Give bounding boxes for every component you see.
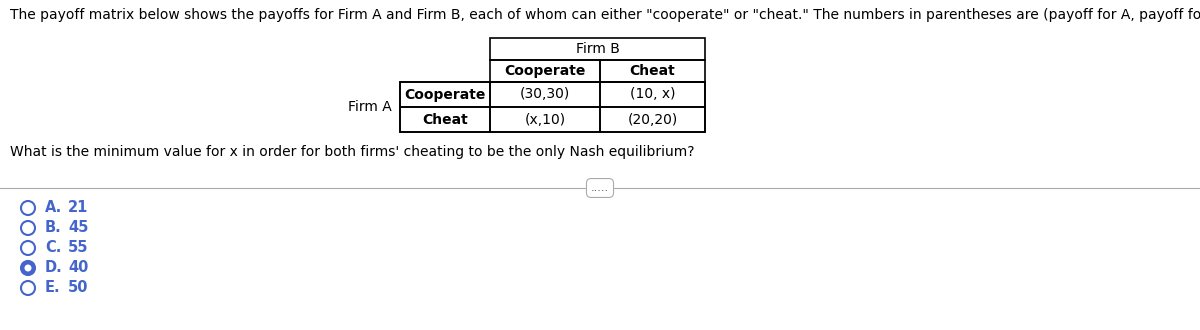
Text: (10, x): (10, x) (630, 87, 676, 102)
Text: .....: ..... (590, 183, 610, 193)
Text: Cheat: Cheat (630, 64, 676, 78)
Text: B.: B. (46, 220, 61, 236)
Text: Firm B: Firm B (576, 42, 619, 56)
Text: (x,10): (x,10) (524, 113, 565, 126)
Text: 50: 50 (68, 280, 89, 295)
Bar (600, 82, 706, 107)
Text: 40: 40 (68, 260, 89, 276)
Bar (490, 107, 600, 132)
Text: What is the minimum value for x in order for both firms' cheating to be the only: What is the minimum value for x in order… (10, 145, 695, 159)
Circle shape (22, 261, 35, 275)
Bar (400, 107, 490, 132)
Text: C.: C. (46, 241, 61, 255)
Text: D.: D. (46, 260, 62, 276)
Text: 55: 55 (68, 241, 89, 255)
Text: Cooperate: Cooperate (404, 87, 486, 102)
Bar (600, 107, 706, 132)
Circle shape (24, 265, 31, 272)
Text: 21: 21 (68, 201, 89, 215)
Text: Cooperate: Cooperate (504, 64, 586, 78)
Text: The payoff matrix below shows the payoffs for Firm A and Firm B, each of whom ca: The payoff matrix below shows the payoff… (10, 8, 1200, 22)
Text: Firm A: Firm A (348, 100, 392, 114)
Text: Cheat: Cheat (422, 113, 468, 126)
Bar (490, 38, 706, 60)
Text: 45: 45 (68, 220, 89, 236)
Text: E.: E. (46, 280, 61, 295)
Text: A.: A. (46, 201, 62, 215)
Text: (30,30): (30,30) (520, 87, 570, 102)
Bar (400, 82, 490, 107)
Bar (490, 60, 600, 82)
Bar (490, 82, 600, 107)
Bar (600, 60, 706, 82)
Text: (20,20): (20,20) (628, 113, 678, 126)
Bar (400, 82, 706, 132)
